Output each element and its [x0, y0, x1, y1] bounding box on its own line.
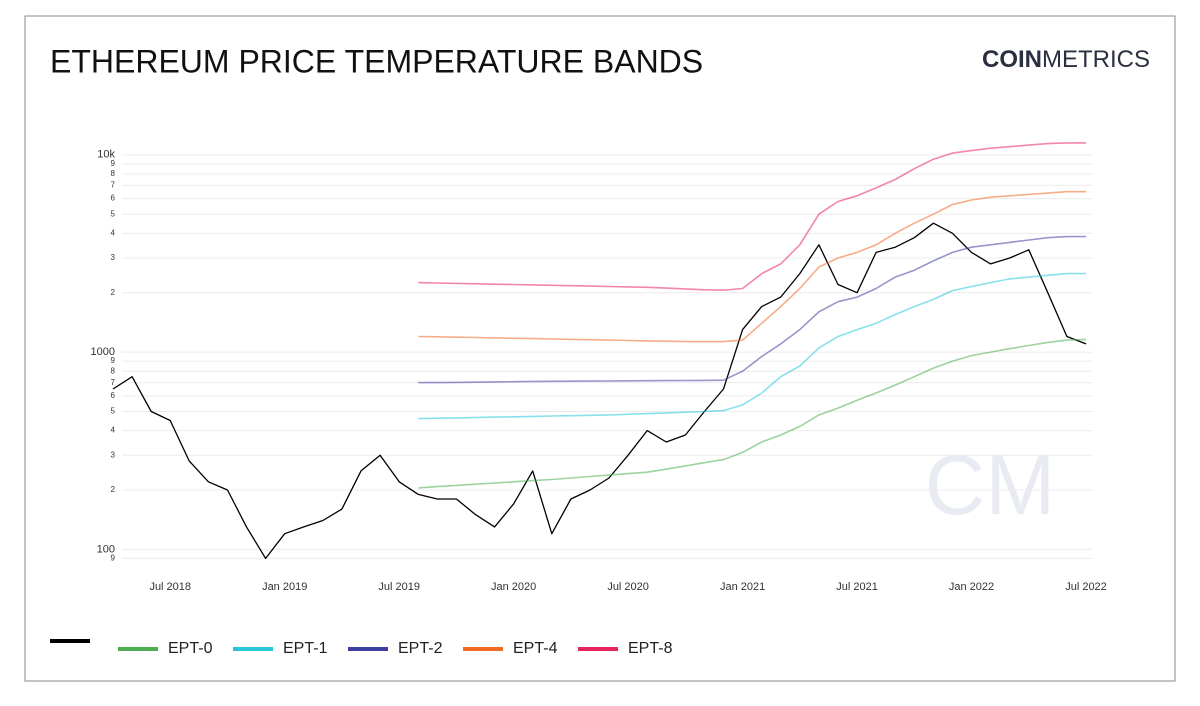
y-tick-label: 6	[111, 391, 116, 400]
brand: COINMETRICS	[982, 46, 1150, 73]
y-tick-label: 3	[111, 253, 116, 262]
y-tick-label: 9	[111, 159, 116, 168]
series-line	[418, 190, 1086, 343]
y-tick-label: 9	[111, 356, 116, 365]
series-line	[418, 338, 1087, 489]
x-tick-label: Jul 2019	[378, 581, 420, 593]
legend-label: EPT-8	[628, 640, 673, 657]
x-tick-label: Jul 2022	[1065, 581, 1107, 593]
series-line	[418, 235, 1086, 384]
x-tick-label: Jul 2021	[836, 581, 878, 593]
brand-light: METRICS	[1042, 46, 1150, 73]
y-tick-label: 2	[111, 288, 116, 297]
y-tick-label: 9	[111, 553, 116, 562]
y-tick-label: 8	[111, 169, 116, 178]
legend-label: EPT-1	[283, 640, 328, 657]
chart-title: ETHEREUM PRICE TEMPERATURE BANDS	[50, 43, 703, 79]
y-tick-label: 5	[111, 407, 116, 416]
series-line	[112, 222, 1087, 560]
y-tick-label: 3	[111, 450, 116, 459]
y-tick-label: 6	[111, 194, 116, 203]
x-tick-label: Jul 2018	[149, 581, 191, 593]
y-tick-label: 1000	[91, 346, 115, 358]
series-line	[418, 272, 1086, 420]
series-line	[418, 142, 1086, 291]
legend-label: EPT-0	[168, 640, 213, 657]
x-tick-label: Jan 2020	[491, 581, 536, 593]
x-tick-label: Jan 2019	[262, 581, 307, 593]
frame	[24, 15, 1176, 682]
y-tick-label: 100	[97, 543, 115, 555]
x-tick-label: Jan 2022	[949, 581, 994, 593]
legend-label: EPT-4	[513, 640, 558, 657]
y-tick-label: 5	[111, 209, 116, 218]
y-tick-label: 4	[111, 228, 116, 237]
y-tick-label: 4	[111, 426, 116, 435]
y-tick-label: 8	[111, 366, 116, 375]
watermark: CM	[925, 438, 1056, 532]
x-tick-label: Jan 2021	[720, 581, 765, 593]
brand-strong: COIN	[982, 46, 1042, 73]
y-tick-label: 10k	[97, 149, 115, 161]
y-tick-label: 7	[111, 180, 116, 189]
y-tick-label: 2	[111, 485, 116, 494]
x-tick-label: Jul 2020	[607, 581, 649, 593]
legend-label: EPT-2	[398, 640, 443, 657]
y-tick-label: 7	[111, 378, 116, 387]
